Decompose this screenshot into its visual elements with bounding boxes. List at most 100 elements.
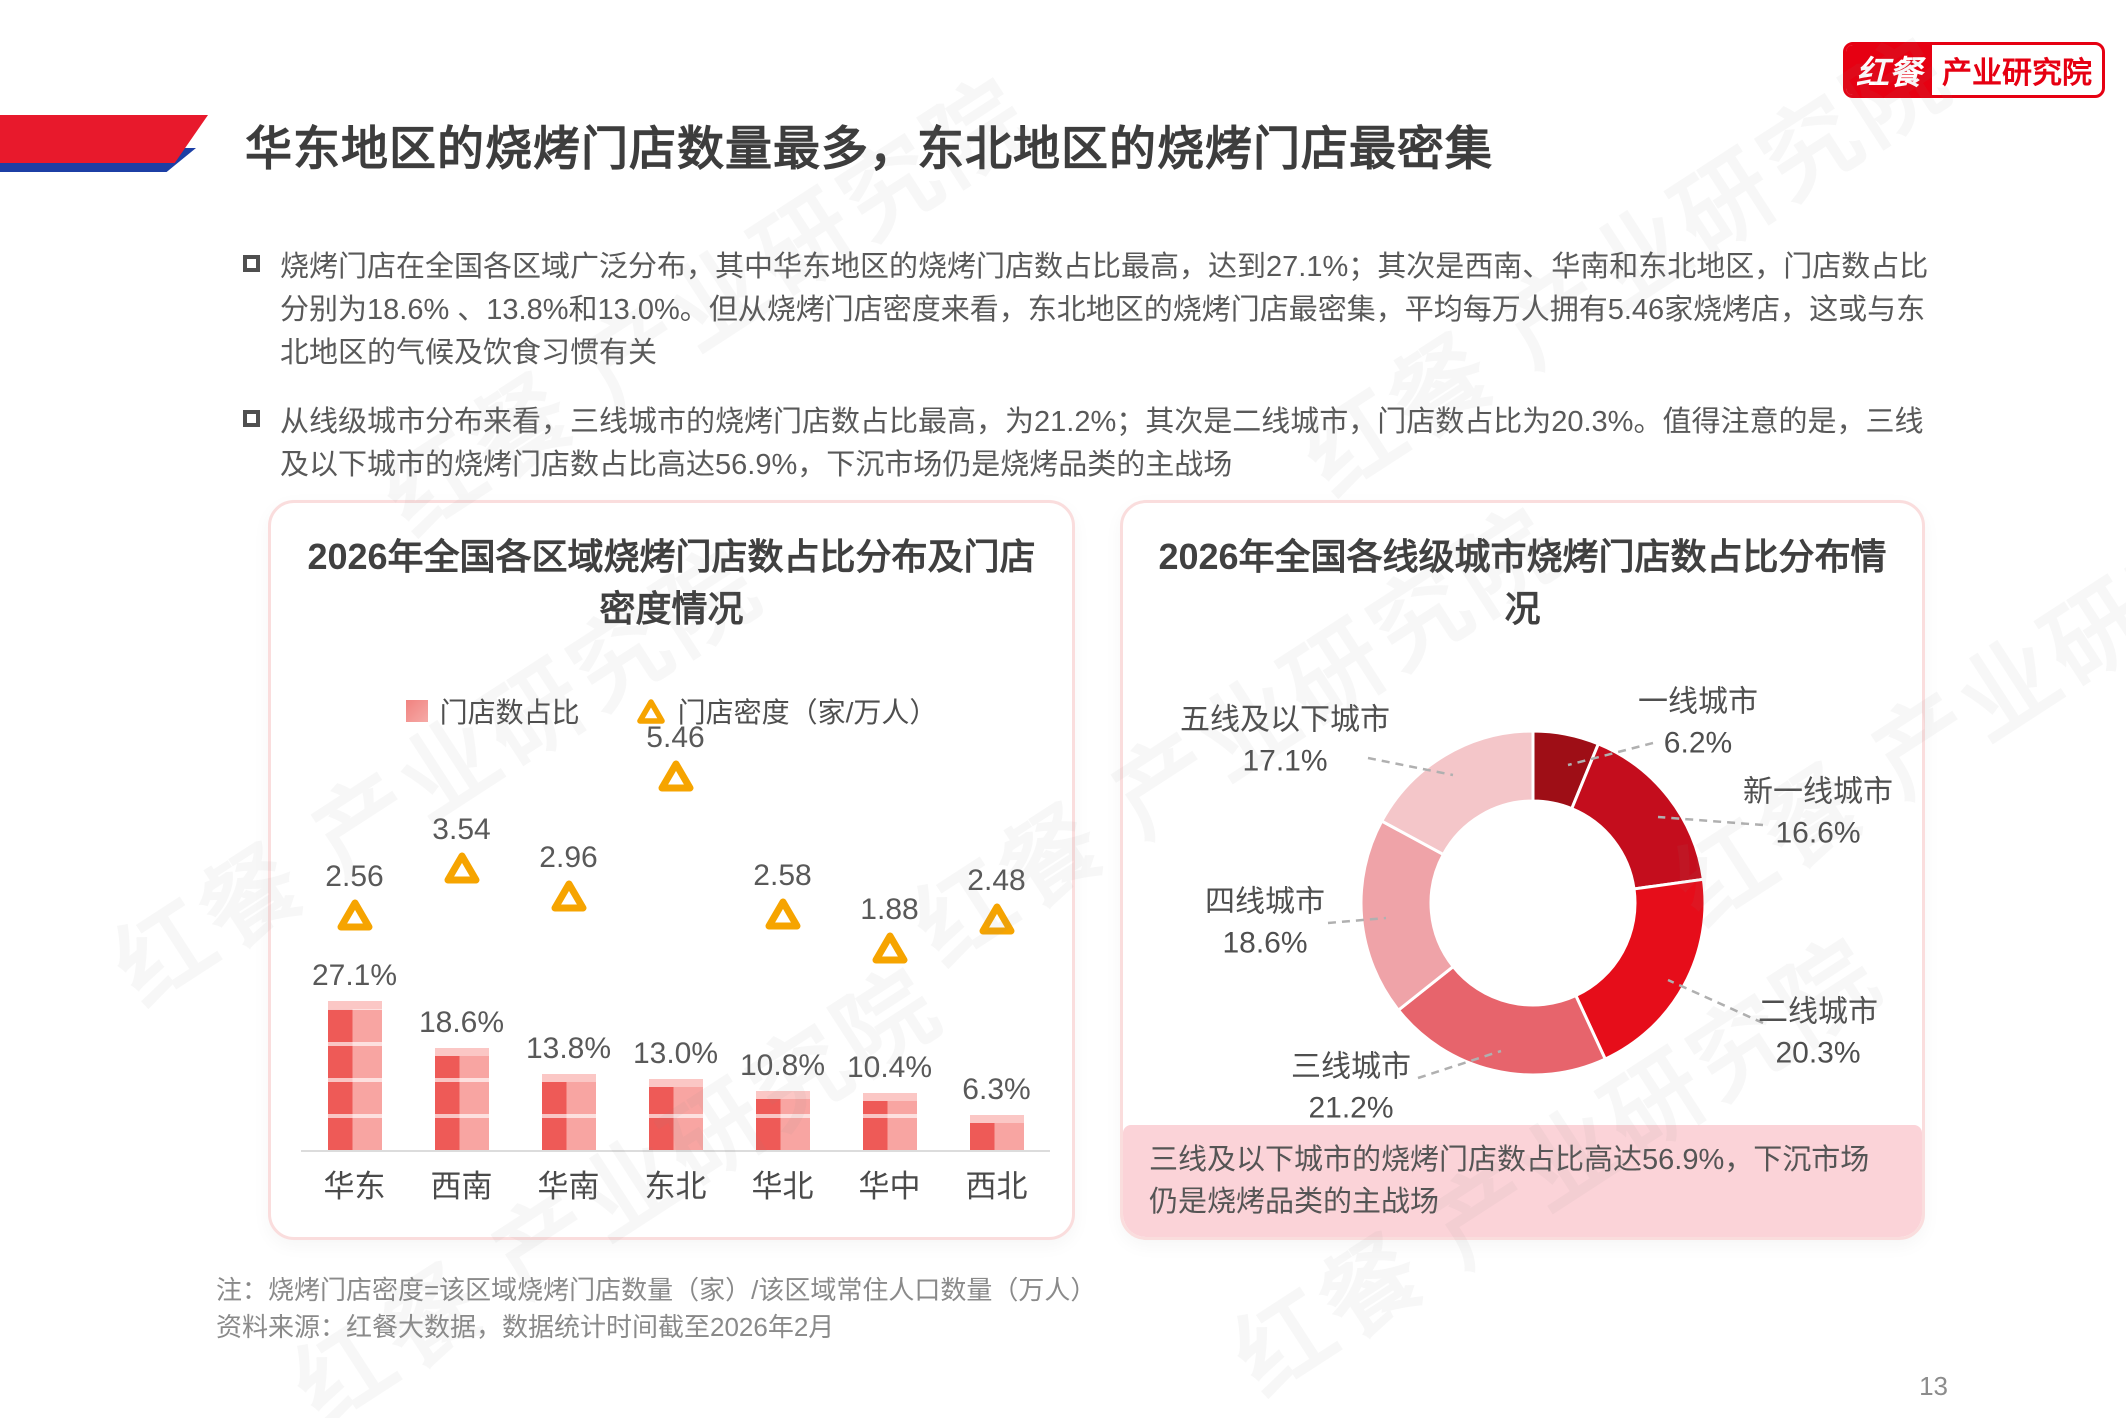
bar-value-label: 13.8%: [525, 1032, 612, 1066]
bar-东北: [648, 1078, 703, 1150]
category-label-西北: 西北: [965, 1169, 1028, 1204]
density-value-label: 1.88: [860, 892, 919, 926]
bullet-item-2: 从线级城市分布来看，三线城市的烧烤门店数占比最高，为21.2%；其次是二线城市，…: [243, 401, 1933, 487]
legend-item-share: 门店数占比: [405, 691, 580, 731]
bullet-item-1: 烧烤门店在全国各区域广泛分布，其中华东地区的烧烤门店数占比最高，达到27.1%；…: [243, 246, 1933, 375]
donut-label-value: 16.6%: [1775, 816, 1861, 849]
legend-density-label: 门店密度（家/万人）: [677, 697, 938, 728]
logo-brand-mark: 红餐: [1846, 45, 1932, 95]
bar-column-西北: 6.3% 2.48 西北: [943, 723, 1050, 1204]
donut-label-name: 四线城市: [1205, 885, 1325, 919]
bullet-text-2: 从线级城市分布来看，三线城市的烧烤门店数占比最高，为21.2%；其次是二线城市，…: [280, 405, 1924, 481]
triangle-marker-icon: [636, 698, 665, 724]
bar-value-label: 18.6%: [418, 1005, 505, 1039]
page-title: 华东地区的烧烤门店数量最多，东北地区的烧烤门店最密集: [245, 122, 1493, 175]
bullet-square-icon: [243, 255, 260, 272]
bar-cap: [755, 1090, 810, 1099]
footnote-definition: 注：烧烤门店密度=该区域烧烤门店数量（家）/该区域常住人口数量（万人）: [216, 1275, 1097, 1305]
page-number: 13: [1919, 1371, 1948, 1401]
density-triangle-marker: [764, 897, 802, 931]
donut-chart: [1327, 729, 1764, 1080]
donut-label-value: 21.2%: [1308, 1091, 1394, 1124]
category-label-华南: 华南: [537, 1169, 600, 1204]
bar-chart-title: 2026年全国各区域烧烤门店数占比分布及门店密度情况: [307, 536, 1036, 630]
bar-cap: [434, 1047, 489, 1056]
donut-label-二线城市: 二线城市 20.3%: [1758, 993, 1878, 1074]
donut-label-五线及以下城市: 五线及以下城市 17.1%: [1180, 701, 1390, 782]
bar-华东: [327, 1000, 382, 1150]
bar-华北: [755, 1090, 810, 1150]
bar-华南: [541, 1074, 596, 1150]
donut-label-三线城市: 三线城市 21.2%: [1291, 1048, 1411, 1129]
density-triangle-marker: [336, 898, 374, 932]
donut-slice-新一线城市: [1570, 742, 1705, 891]
donut-label-name: 二线城市: [1758, 995, 1878, 1029]
legend-share-label: 门店数占比: [439, 697, 580, 728]
donut-chart-title: 2026年全国各线级城市烧烤门店数占比分布情况: [1158, 536, 1887, 630]
leader-line-一线城市: [1567, 741, 1654, 767]
logo-suffix-text: 产业研究院: [1942, 57, 2092, 90]
donut-label-新一线城市: 新一线城市 16.6%: [1743, 773, 1893, 854]
density-value-label: 2.58: [753, 859, 812, 893]
density-value-label: 2.48: [967, 863, 1026, 897]
category-label-华东: 华东: [323, 1169, 386, 1204]
leader-line-四线城市: [1327, 916, 1387, 925]
bar-value-label: 13.0%: [632, 1036, 719, 1070]
summary-bullets: 烧烤门店在全国各区域广泛分布，其中华东地区的烧烤门店数占比最高，达到27.1%；…: [243, 246, 1933, 513]
bullet-text-1: 烧烤门店在全国各区域广泛分布，其中华东地区的烧烤门店数占比最高，达到27.1%；…: [280, 251, 1929, 369]
bar-华中: [862, 1092, 917, 1150]
density-triangle-marker: [443, 851, 481, 885]
bar-column-西南: 18.6% 3.54 西南: [408, 723, 515, 1204]
category-label-华北: 华北: [751, 1169, 814, 1204]
brand-logo: 红餐 产业研究院: [1843, 42, 2105, 98]
donut-label-value: 17.1%: [1242, 744, 1328, 777]
bar-cap: [541, 1074, 596, 1083]
bar-chart-legend: 门店数占比 门店密度（家/万人）: [271, 691, 1072, 731]
bar-cap: [648, 1078, 703, 1087]
bar-column-华北: 10.8% 2.58 华北: [729, 723, 836, 1204]
donut-label-value: 18.6%: [1222, 926, 1308, 959]
donut-label-一线城市: 一线城市 6.2%: [1638, 683, 1758, 764]
bar-value-label: 10.8%: [739, 1048, 826, 1082]
bar-cap: [327, 1000, 382, 1009]
bar-column-华南: 13.8% 2.96 华南: [515, 723, 622, 1204]
bar-value-label: 10.4%: [846, 1050, 933, 1084]
bar-column-华东: 27.1% 2.56 华东: [301, 723, 408, 1204]
legend-item-density: 门店密度（家/万人）: [636, 691, 938, 731]
bar-swatch-icon: [405, 700, 428, 722]
bar-cap: [862, 1092, 917, 1101]
category-label-华中: 华中: [858, 1169, 921, 1204]
donut-label-name: 一线城市: [1638, 685, 1758, 719]
category-label-东北: 东北: [644, 1169, 707, 1204]
leader-line-五线及以下城市: [1367, 756, 1454, 777]
donut-label-name: 三线城市: [1291, 1050, 1411, 1084]
footnote-source: 资料来源：红餐大数据，数据统计时间截至2026年2月: [216, 1311, 835, 1342]
density-value-label: 2.56: [325, 860, 384, 894]
bar-value-label: 6.3%: [962, 1073, 1031, 1107]
donut-label-value: 6.2%: [1663, 726, 1733, 759]
density-value-label: 5.46: [646, 720, 705, 754]
category-label-西南: 西南: [430, 1169, 493, 1204]
donut-label-name: 五线及以下城市: [1180, 703, 1390, 737]
leader-line-新一线城市: [1657, 815, 1764, 827]
density-triangle-marker: [550, 879, 588, 913]
bar-西北: [969, 1115, 1024, 1150]
donut-label-value: 20.3%: [1775, 1036, 1861, 1069]
donut-slice-二线城市: [1574, 877, 1707, 1061]
donut-callout-box: 三线及以下城市的烧烤门店数占比高达56.9%，下沉市场仍是烧烤品类的主战场: [1123, 1124, 1922, 1237]
density-triangle-marker: [657, 759, 695, 793]
title-ribbon-red: [0, 115, 208, 163]
density-value-label: 2.96: [539, 840, 598, 874]
donut-slice-五线及以下城市: [1380, 729, 1535, 856]
donut-label-name: 新一线城市: [1743, 775, 1893, 809]
leader-line-二线城市: [1667, 978, 1764, 1025]
leader-line-三线城市: [1417, 1049, 1502, 1080]
bar-column-华中: 10.4% 1.88 华中: [836, 723, 943, 1204]
bar-cap: [969, 1115, 1024, 1124]
density-triangle-marker: [978, 902, 1016, 936]
bar-value-label: 27.1%: [311, 958, 398, 992]
region-bar-chart-card: 2026年全国各区域烧烤门店数占比分布及门店密度情况 门店数占比 门店密度（家/…: [268, 500, 1075, 1240]
bar-column-东北: 13.0% 5.46 东北: [622, 720, 729, 1204]
density-triangle-marker: [871, 931, 909, 965]
bullet-square-icon: [243, 409, 260, 427]
